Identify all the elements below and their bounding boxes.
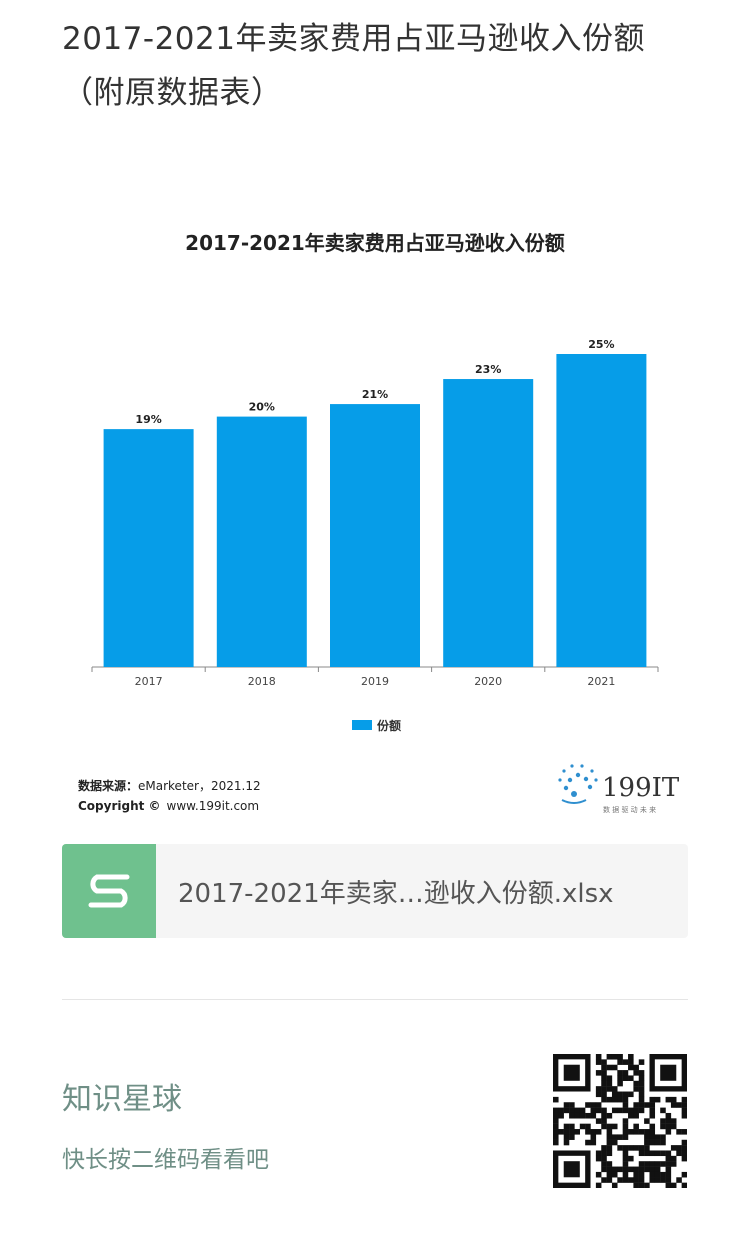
qr-code[interactable] [553, 1054, 687, 1188]
svg-text:数据来源：eMarketer，2021.12: 数据来源：eMarketer，2021.12 [78, 778, 261, 793]
logo-tagline: 数 据 驱 动 未 来 [603, 805, 656, 814]
page-title: 2017-2021年卖家费用占亚马逊收入份额（附原数据表） [62, 21, 645, 111]
x-tick-label-2020: 2020 [474, 675, 502, 688]
spreadsheet-s-icon [62, 844, 156, 938]
qr-finder-pattern [660, 1064, 677, 1081]
bar-chart: 2017-2021年卖家费用占亚马逊收入份额 19% 20% 21% 23% 25% 2… [78, 231, 680, 814]
x-tick-label-2019: 2019 [361, 675, 389, 688]
bar-2021 [556, 354, 647, 667]
bar-2020 [443, 379, 534, 667]
bar-2018 [216, 416, 307, 667]
copyright-value: www.199it.com [167, 799, 260, 813]
divider [62, 999, 688, 1000]
legend-label: 份额 [377, 718, 401, 733]
chart-card: 2017-2021年卖家费用占亚马逊收入份额 19% 20% 21% 23% 25% 2… [62, 200, 688, 828]
planet-subtitle: 快长按二维码看看吧 [62, 1147, 269, 1173]
attachment-filename: 2017-2021年卖家…逊收入份额.xlsx [178, 878, 614, 909]
attachment-card[interactable]: 2017-2021年卖家…逊收入份额.xlsx [62, 844, 688, 938]
x-tick-label-2017: 2017 [135, 675, 163, 688]
planet-title: 知识星球 [62, 1082, 182, 1117]
bar-2019 [330, 404, 420, 667]
x-tick-label-2018: 2018 [248, 675, 276, 688]
legend-swatch [352, 720, 372, 730]
chart-title: 2017-2021年卖家费用占亚马逊收入份额 [185, 231, 565, 255]
bar-2017 [103, 429, 194, 667]
data-label-2020: 23% [475, 363, 501, 376]
x-tick-label-2021: 2021 [587, 675, 615, 688]
svg-text:Copyright ©www.199it.com: Copyright © www.199it.com [78, 799, 259, 813]
data-label-2021: 25% [588, 338, 614, 351]
brand-logo: 199IT 数 据 驱 动 未 来 [558, 764, 680, 814]
copyright-label: Copyright © [78, 799, 161, 813]
data-label-2017: 19% [135, 413, 161, 426]
logo-text: 199IT [602, 773, 680, 803]
qr-finder-pattern [563, 1064, 580, 1081]
dandelion-icon [558, 764, 598, 804]
source-value: eMarketer，2021.12 [138, 779, 261, 793]
qr-finder-pattern [563, 1161, 580, 1178]
data-label-2019: 21% [362, 388, 388, 401]
data-label-2018: 20% [249, 401, 275, 414]
source-note: 数据来源：eMarketer，2021.12 Copyright © www.19… [78, 778, 261, 813]
source-label: 数据来源： [78, 778, 138, 793]
